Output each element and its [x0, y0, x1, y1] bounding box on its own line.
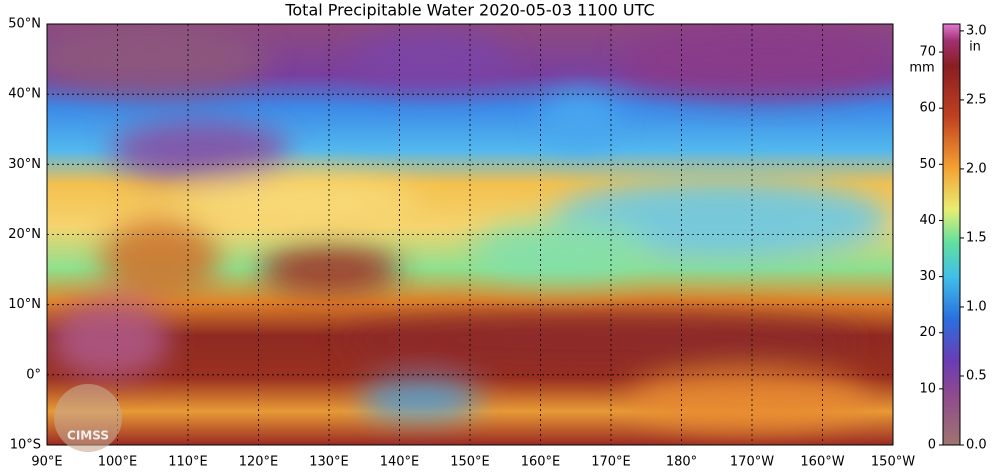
lon-label: 180° [666, 455, 697, 470]
colorbar-tick-label-left: 20 [919, 325, 936, 340]
colorbar-tick-label-right: 2.5 [966, 92, 987, 107]
colorbar-tick-label-left: 30 [919, 269, 936, 284]
colorbar-tick-label-right: 2.0 [966, 161, 987, 176]
colorbar [942, 23, 961, 446]
map-title: Total Precipitable Water 2020-05-03 1100… [284, 1, 654, 20]
colorbar-unit-left: mm [909, 61, 934, 76]
lat-label: 10°S [10, 438, 41, 453]
lon-label: 130°E [309, 455, 349, 470]
lat-label: 0° [26, 367, 41, 382]
logo-text: CIMSS [67, 429, 109, 443]
colorbar-tick-label-right: 0.5 [966, 368, 987, 383]
lon-label: 160°E [521, 455, 561, 470]
lat-label: 30°N [8, 157, 41, 172]
lon-label: 140°E [380, 455, 420, 470]
graticule [47, 24, 893, 445]
colorbar-tick-label-right: 3.0 [966, 23, 987, 38]
lon-label: 100°E [98, 455, 138, 470]
lat-label: 40°N [8, 87, 41, 102]
lon-label: 170°W [730, 455, 774, 470]
lon-label: 120°E [239, 455, 279, 470]
colorbar-tick-label-right: 1.0 [966, 299, 987, 314]
lat-label: 50°N [8, 17, 41, 32]
colorbar-tick-label-left: 10 [919, 381, 936, 396]
lat-label: 10°N [8, 297, 41, 312]
colorbar-tick-label-left: 60 [919, 101, 936, 116]
colorbar-tick-label-right: 1.5 [966, 230, 987, 245]
lon-label: 150°W [871, 455, 915, 470]
colorbar-tick-label-right: 0.0 [966, 438, 987, 453]
colorbar-tick-label-left: 0 [928, 438, 936, 453]
colorbar-tick-label-left: 70 [919, 45, 936, 60]
lon-label: 110°E [168, 455, 208, 470]
colorbar-unit-right: in [969, 40, 981, 55]
lon-label: 160°W [800, 455, 844, 470]
colorbar-tick-label-left: 50 [919, 157, 936, 172]
colorbar-tick-label-left: 40 [919, 213, 936, 228]
lon-label: 90°E [31, 455, 62, 470]
lat-label: 20°N [8, 227, 41, 242]
lon-label: 150°E [450, 455, 490, 470]
lon-label: 170°E [591, 455, 631, 470]
logo-badge [54, 384, 122, 452]
map-field [47, 24, 893, 445]
